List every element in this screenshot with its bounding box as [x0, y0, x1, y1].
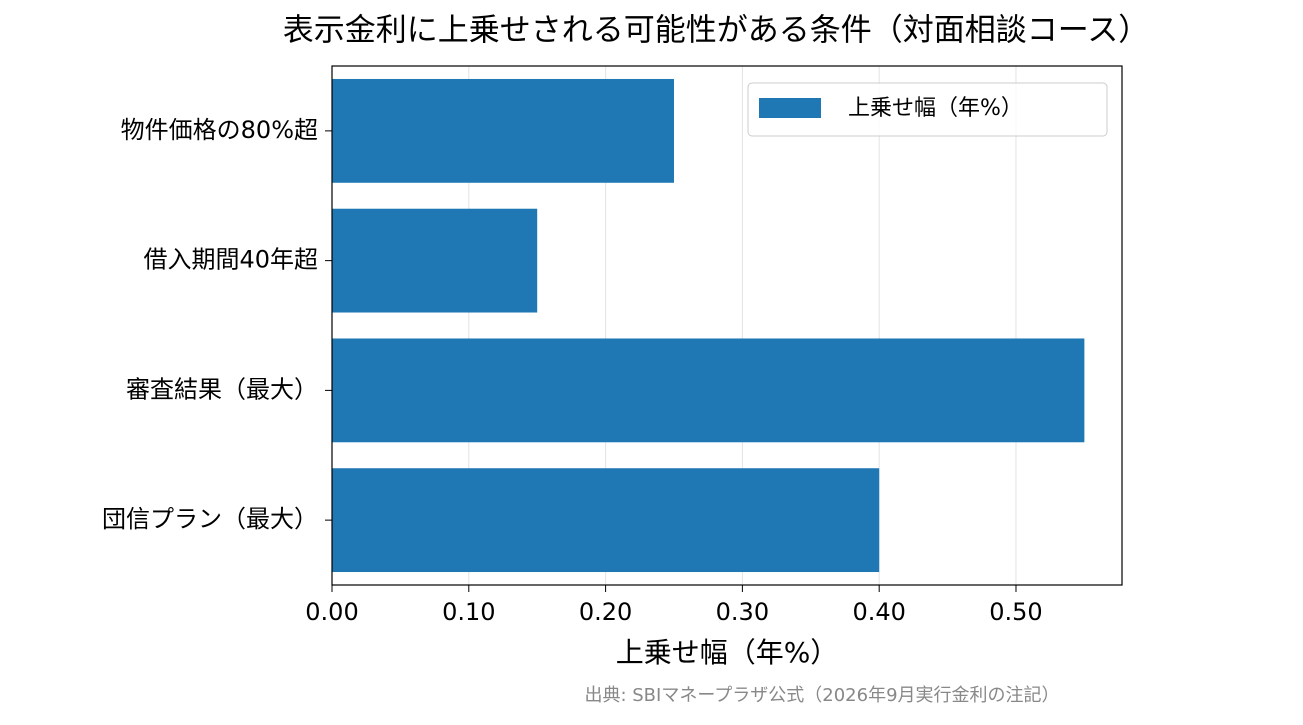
bar: [332, 338, 1085, 443]
chart-title: 表示金利に上乗せされる可能性がある条件（対面相談コース）: [283, 13, 1149, 49]
y-tick-label: 団信プラン（最大）: [102, 505, 318, 533]
x-axis-label: 上乗せ幅（年%）: [616, 636, 839, 669]
legend-swatch: [759, 98, 821, 118]
bar: [332, 208, 538, 313]
source-note: 出典: SBIマネープラザ公式（2026年9月実行金利の注記）: [584, 685, 1059, 706]
x-tick-label: 0.10: [442, 598, 495, 626]
legend-box: [747, 82, 1108, 137]
bar: [332, 78, 674, 183]
x-tick-label: 0.40: [852, 598, 905, 626]
plot-frame: [331, 65, 1123, 586]
y-tick-label: 審査結果（最大）: [126, 375, 318, 403]
y-tick-label: 借入期間40年超: [143, 246, 318, 274]
x-tick-label: 0.30: [716, 598, 769, 626]
x-tick-label: 0.20: [579, 598, 632, 626]
bar: [332, 468, 880, 573]
y-tick-label: 物件価格の80%超: [121, 116, 318, 144]
legend-label: 上乗せ幅（年%）: [848, 96, 1023, 121]
x-tick-label: 0.50: [989, 598, 1042, 626]
x-tick-label: 0.00: [305, 598, 358, 626]
